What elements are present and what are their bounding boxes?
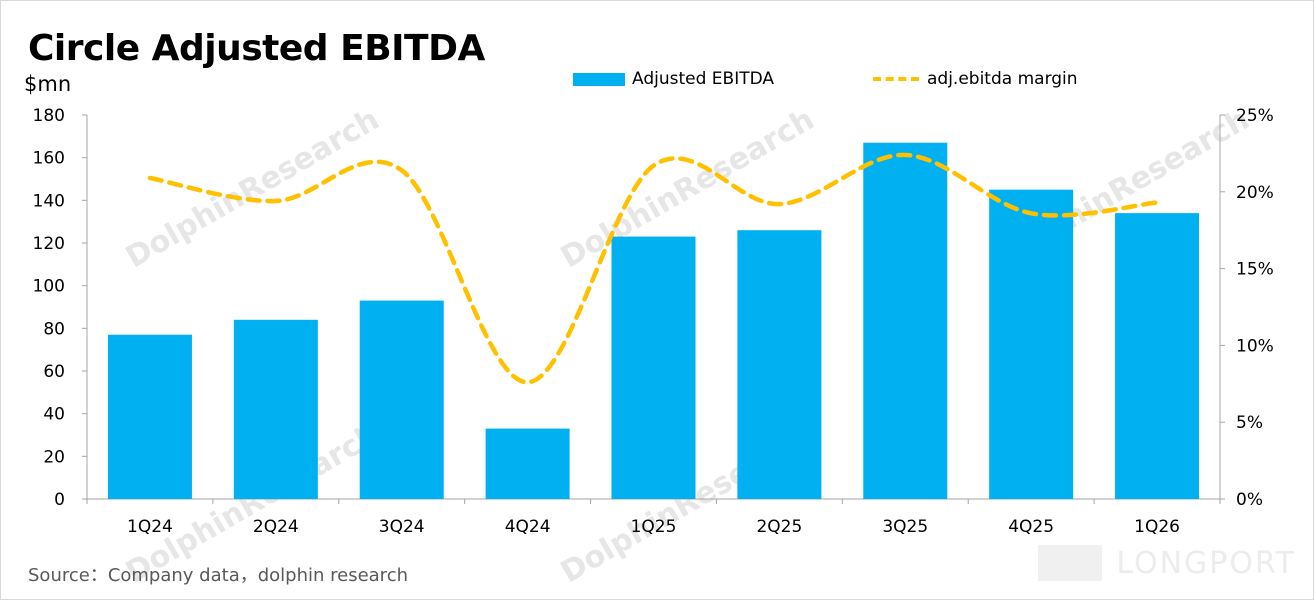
legend-bar-swatch [573, 72, 625, 86]
x-tick-label: 4Q24 [505, 517, 551, 537]
legend-line-label: adj.ebitda margin [927, 69, 1078, 89]
x-tick-label: 1Q26 [1134, 517, 1180, 537]
y2-tick-label: 10% [1236, 336, 1274, 356]
bar [359, 300, 444, 499]
y-tick-label: 140 [33, 191, 65, 211]
source-note: Source：Company data，dolphin research [28, 565, 408, 586]
y-tick-label: 60 [43, 362, 65, 382]
bar [1115, 213, 1200, 499]
y-tick-label: 40 [43, 405, 65, 425]
watermark-logo: LONGPORT [1038, 545, 1296, 581]
legend-item-bar: Adjusted EBITDA [573, 69, 774, 89]
longport-logo-icon [1038, 545, 1103, 581]
y-tick-label: 180 [33, 106, 65, 126]
y-axis-unit: $mn [24, 72, 72, 96]
x-tick-label: 2Q24 [253, 517, 299, 537]
x-tick-label: 1Q25 [631, 517, 677, 537]
bar [485, 428, 570, 499]
y-tick-label: 20 [43, 447, 65, 467]
x-tick-label: 3Q24 [379, 517, 425, 537]
y-tick-label: 80 [43, 319, 65, 339]
margin-line [147, 152, 1160, 385]
legend-line-swatch [873, 77, 919, 81]
y2-tick-label: 5% [1236, 413, 1263, 433]
x-tick-label: 1Q24 [127, 517, 173, 537]
y-tick-label: 160 [33, 149, 65, 169]
x-tick-label: 2Q25 [756, 517, 802, 537]
watermark-brand: LONGPORT [1116, 545, 1296, 581]
bar [737, 230, 822, 499]
legend-bar-label: Adjusted EBITDA [632, 69, 775, 89]
y2-tick-label: 0% [1236, 490, 1263, 510]
x-tick-label: 4Q25 [1008, 517, 1054, 537]
y2-tick-label: 20% [1236, 183, 1274, 203]
x-tick-label: 3Q25 [882, 517, 928, 537]
bar [107, 334, 192, 499]
bar [233, 319, 318, 499]
chart-title: Circle Adjusted EBITDA [28, 28, 485, 69]
bar [863, 142, 948, 499]
y-tick-label: 100 [33, 277, 65, 297]
y-tick-label: 0 [54, 490, 65, 510]
y2-tick-label: 25% [1236, 106, 1274, 126]
bar [611, 236, 696, 499]
y-tick-label: 120 [33, 234, 65, 254]
bar [989, 189, 1074, 499]
y2-tick-label: 15% [1236, 260, 1274, 280]
legend-item-line: adj.ebitda margin [873, 69, 1078, 89]
